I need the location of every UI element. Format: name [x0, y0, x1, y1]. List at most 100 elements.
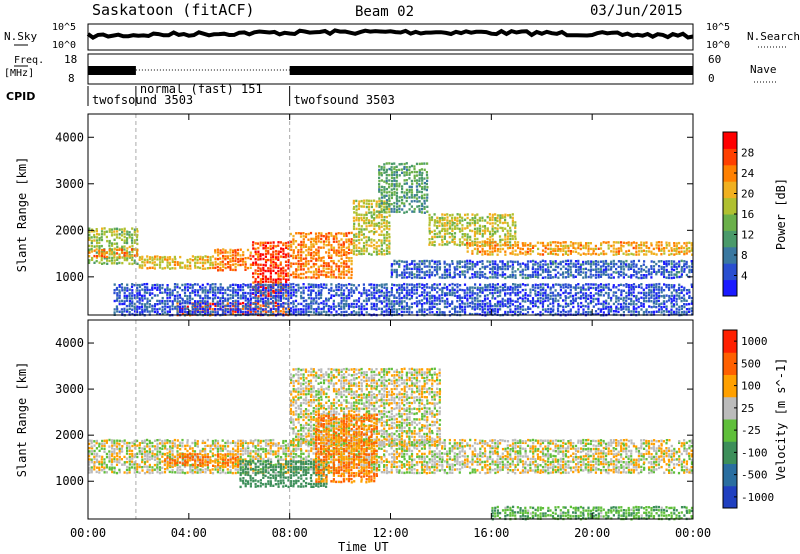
- data-cell: [388, 310, 391, 314]
- data-cell: [272, 289, 275, 293]
- data-cell: [259, 289, 262, 292]
- data-cell: [395, 176, 399, 179]
- data-cell: [637, 285, 641, 289]
- data-cell: [443, 224, 446, 227]
- data-cell: [506, 305, 509, 309]
- data-cell: [410, 276, 414, 280]
- data-cell: [401, 276, 404, 279]
- data-cell: [234, 288, 237, 292]
- data-cell: [410, 164, 414, 168]
- data-cell: [398, 259, 401, 263]
- data-cell: [418, 285, 421, 289]
- data-cell: [383, 202, 386, 205]
- data-cell: [378, 216, 381, 219]
- data-cell: [499, 250, 502, 253]
- data-cell: [221, 288, 224, 291]
- data-cell: [196, 258, 199, 262]
- data-cell: [491, 213, 494, 217]
- data-cell: [597, 302, 600, 305]
- data-cell: [673, 289, 676, 292]
- data-cell: [620, 291, 623, 294]
- data-cell: [619, 247, 623, 250]
- data-cell: [456, 273, 459, 276]
- data-cell: [471, 300, 474, 303]
- data-cell: [627, 268, 630, 271]
- data-cell: [370, 202, 373, 206]
- data-cell: [630, 267, 633, 270]
- data-cell: [322, 307, 325, 310]
- data-cell: [327, 291, 331, 295]
- data-cell: [436, 266, 439, 269]
- data-cell: [479, 299, 482, 303]
- data-cell: [302, 283, 305, 286]
- data-cell: [188, 302, 192, 305]
- data-cell: [184, 294, 187, 297]
- data-cell: [615, 286, 618, 289]
- data-cell: [289, 232, 292, 236]
- data-cell: [600, 260, 603, 263]
- data-cell: [612, 310, 615, 313]
- data-cell: [622, 307, 625, 310]
- data-cell: [385, 252, 389, 255]
- data-cell: [189, 261, 192, 264]
- data-cell: [486, 244, 489, 247]
- data-cell: [660, 241, 663, 244]
- data-cell: [569, 286, 572, 289]
- data-cell: [436, 221, 439, 224]
- data-cell: [126, 230, 129, 233]
- data-cell: [617, 265, 620, 268]
- data-cell: [340, 305, 343, 308]
- data-cell: [262, 308, 265, 311]
- data-cell: [680, 245, 683, 248]
- data-cell: [390, 210, 393, 213]
- data-cell: [559, 286, 562, 289]
- data-cell: [350, 286, 353, 290]
- data-cell: [476, 229, 479, 233]
- data-cell: [552, 308, 555, 311]
- data-cell: [665, 244, 668, 247]
- data-cell: [496, 310, 499, 314]
- data-cell: [491, 276, 494, 279]
- data-cell: [383, 200, 386, 203]
- data-cell: [385, 243, 388, 247]
- data-cell: [652, 265, 656, 268]
- data-cell: [585, 271, 588, 274]
- data-cell: [683, 288, 686, 292]
- data-cell: [456, 286, 459, 289]
- data-cell: [257, 255, 260, 259]
- data-cell: [340, 276, 343, 279]
- data-cell: [302, 308, 305, 311]
- data-cell: [118, 284, 121, 287]
- data-cell: [242, 294, 245, 297]
- data-cell: [239, 294, 242, 297]
- data-cell: [138, 299, 141, 302]
- data-cell: [315, 253, 318, 256]
- data-cell: [562, 283, 565, 287]
- data-cell: [257, 302, 260, 305]
- data-cell: [325, 240, 328, 243]
- data-cell: [123, 251, 126, 255]
- data-cell: [118, 253, 121, 256]
- data-cell: [499, 238, 502, 242]
- data-cell: [685, 260, 688, 264]
- data-cell: [534, 286, 537, 289]
- data-cell: [448, 263, 451, 266]
- data-cell: [574, 292, 577, 295]
- data-cell: [473, 227, 477, 231]
- data-cell: [655, 244, 658, 247]
- data-cell: [509, 275, 512, 279]
- data-cell: [340, 297, 343, 300]
- data-cell: [385, 162, 388, 165]
- data-cell: [116, 248, 119, 252]
- data-cell: [458, 294, 461, 297]
- data-cell: [570, 259, 573, 263]
- data-cell: [597, 297, 600, 301]
- data-cell: [516, 244, 519, 247]
- data-cell: [420, 276, 424, 279]
- data-cell: [272, 281, 275, 284]
- data-cell: [551, 276, 555, 279]
- data-cell: [420, 294, 423, 297]
- data-cell: [355, 244, 358, 247]
- data-cell: [108, 241, 111, 245]
- data-cell: [481, 266, 484, 269]
